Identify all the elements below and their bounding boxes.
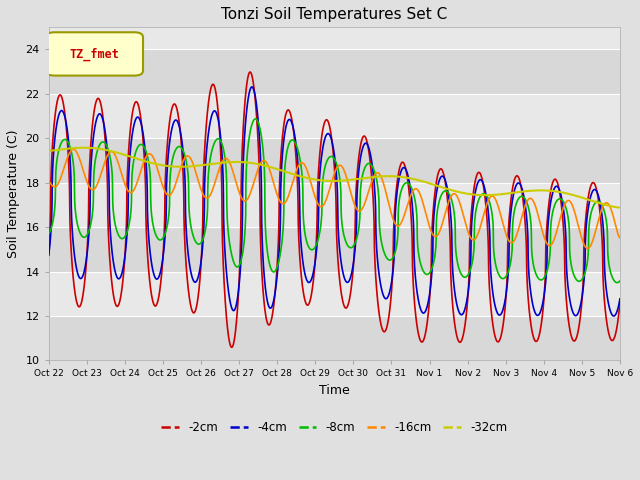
Bar	[49, 227, 620, 272]
Bar	[49, 183, 620, 227]
FancyBboxPatch shape	[46, 32, 143, 75]
Bar	[49, 94, 620, 138]
Legend: -2cm, -4cm, -8cm, -16cm, -32cm: -2cm, -4cm, -8cm, -16cm, -32cm	[156, 416, 512, 439]
Text: TZ_fmet: TZ_fmet	[70, 47, 120, 60]
Bar	[49, 316, 620, 360]
Bar	[49, 272, 620, 316]
Title: Tonzi Soil Temperatures Set C: Tonzi Soil Temperatures Set C	[221, 7, 447, 22]
Bar	[49, 138, 620, 183]
Bar	[49, 49, 620, 94]
Y-axis label: Soil Temperature (C): Soil Temperature (C)	[7, 130, 20, 258]
X-axis label: Time: Time	[319, 384, 349, 397]
